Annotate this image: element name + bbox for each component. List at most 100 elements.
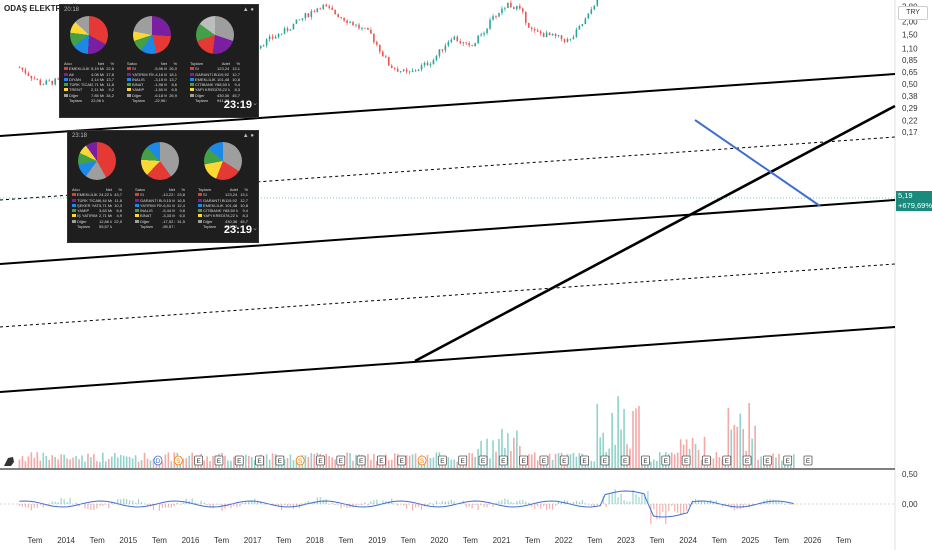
- event-marker: E: [539, 455, 549, 466]
- upper-channel-line: [0, 73, 896, 137]
- oscillator-bar: [697, 499, 700, 504]
- candle-body: [504, 7, 506, 9]
- oscillator-bar: [447, 501, 449, 504]
- candle-body: [402, 69, 405, 72]
- volume-bar: [635, 408, 637, 468]
- event-marker-box: [478, 455, 488, 466]
- legend-swatch: [72, 225, 76, 228]
- table-row: EMEKLİLİK B...101,48 Mn10,8: [198, 203, 248, 208]
- candle-body: [352, 22, 354, 26]
- oscillator-bar: [420, 504, 423, 510]
- table-cell: 7,85 Mn: [91, 92, 104, 98]
- volume-bar: [105, 461, 107, 468]
- currency-label[interactable]: TRY: [898, 6, 928, 20]
- volume-bar: [206, 456, 208, 468]
- event-marker: E: [620, 455, 630, 466]
- oscillator-bar: [680, 504, 682, 515]
- table-cell: 123,24 Mn: [225, 192, 238, 198]
- event-marker: E: [316, 455, 325, 466]
- osc-tick-label: 0,00: [902, 500, 918, 509]
- oscillator-bar: [650, 504, 652, 525]
- table-cell: BİNAT: [135, 213, 162, 218]
- volume-bar: [33, 457, 36, 468]
- y-tick-label: 1,10: [902, 44, 918, 53]
- oscillator-bar: [492, 504, 494, 507]
- volume-bar: [653, 459, 655, 468]
- oscillator-bar: [578, 501, 580, 504]
- event-marker: E: [214, 455, 224, 466]
- table-cell: EMEKLİLİK B...: [198, 203, 225, 208]
- event-marker: E: [722, 455, 732, 466]
- chevron-down-icon[interactable]: ⌄: [252, 100, 258, 107]
- oscillator-bar: [221, 504, 223, 511]
- event-marker-label: E: [278, 458, 283, 465]
- event-marker: E: [803, 455, 813, 466]
- volume-bar: [516, 430, 518, 468]
- candle-body: [596, 0, 599, 6]
- panel-clock-time: 23:19: [223, 224, 252, 236]
- candle-body: [471, 45, 473, 47]
- volume-bar: [307, 456, 310, 468]
- legend-swatch: [198, 203, 202, 207]
- chevron-down-icon[interactable]: ⌄: [252, 225, 258, 232]
- candle-body: [322, 4, 325, 9]
- oscillator-bar: [120, 499, 122, 504]
- candle-body: [259, 45, 262, 49]
- volume-bar: [110, 456, 113, 468]
- candle-body: [349, 22, 351, 23]
- event-marker: E: [702, 455, 711, 466]
- oscillator-bar: [272, 504, 274, 505]
- x-tick-label: Tem: [152, 536, 167, 545]
- table-header-cell: %: [181, 187, 185, 192]
- table-cell: Diğer: [135, 219, 162, 224]
- event-marker: E: [742, 455, 752, 466]
- volume-bar: [224, 455, 226, 468]
- lower-channel-line: [0, 326, 896, 393]
- event-marker-label: E: [765, 458, 770, 465]
- table-row: TÜRK TİCARE...6,44 Mn11,6: [72, 198, 122, 203]
- table-cell: Toplam: [72, 224, 99, 229]
- candle-body: [489, 19, 491, 29]
- volume-bar: [447, 457, 450, 468]
- event-marker-label: E: [318, 458, 323, 465]
- legend-swatch: [190, 77, 194, 81]
- legend-swatch: [135, 225, 139, 228]
- table-cell: CİTİBANK YA...: [190, 82, 217, 87]
- event-marker-label: E: [440, 458, 445, 465]
- oscillator-bar: [155, 504, 158, 506]
- oscillator-bar: [185, 498, 187, 504]
- candle-body: [51, 80, 54, 85]
- table-header-cell: Toplam: [198, 187, 211, 192]
- candle-body: [18, 67, 21, 69]
- candle-body: [280, 33, 283, 35]
- volume-bar: [417, 459, 420, 468]
- legend-swatch: [64, 99, 68, 102]
- candle-body: [447, 41, 450, 46]
- event-marker: E: [783, 455, 793, 466]
- oscillator-bar: [191, 498, 193, 504]
- oscillator-bar: [126, 499, 128, 504]
- table-row: SI-13,22 Mn23,8: [135, 192, 185, 197]
- table-row: EMEKLİLİK F...24,22 Mn43,7: [72, 192, 122, 197]
- table-cell: İNALIS: [135, 208, 162, 213]
- oscillator-bar: [173, 504, 175, 507]
- table-cell: 6,0: [179, 213, 185, 219]
- volume-bar: [778, 453, 780, 468]
- event-marker-box: [600, 455, 610, 466]
- candle-body: [319, 8, 322, 10]
- oscillator-bar: [182, 502, 184, 504]
- event-marker-box: [356, 455, 366, 466]
- table-cell: 78,22 Mn: [217, 87, 230, 93]
- volume-bar: [346, 452, 348, 468]
- oscillator-bar: [608, 494, 610, 504]
- oscillator-bar: [24, 504, 27, 508]
- volume-bar: [495, 451, 497, 468]
- volume-bar: [30, 452, 33, 468]
- broker-table-header: Satıcı Net%: [127, 61, 177, 66]
- volume-bar: [119, 454, 122, 468]
- volume-bar: [498, 439, 500, 468]
- volume-bar: [146, 458, 149, 468]
- event-marker: S: [295, 455, 305, 466]
